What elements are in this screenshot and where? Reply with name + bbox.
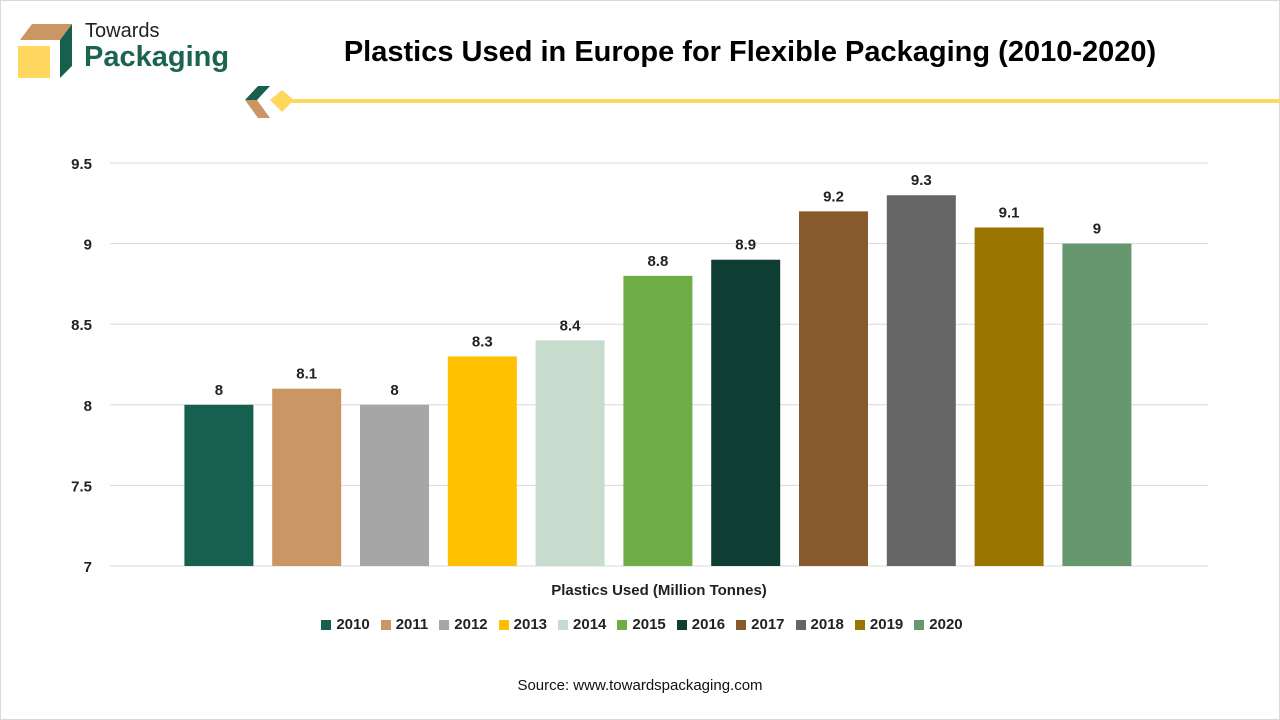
bar-2016 [711,259,781,566]
logo-text-towards: Towards [85,20,160,42]
legend-item-2013: 2013 [498,616,548,633]
logo-text-packaging: Packaging [84,41,230,73]
legend-label: 2018 [810,616,844,633]
data-label-2014: 8.4 [560,317,582,334]
data-label-2020: 9 [1093,221,1101,238]
data-label-2012: 8 [390,382,398,399]
data-label-2016: 8.9 [735,237,756,254]
legend-swatch [380,619,391,630]
legend-label: 2014 [573,616,607,633]
legend-swatch [498,619,509,630]
x-axis-label: Plastics Used (Million Tonnes) [551,582,767,599]
bar-2017 [799,211,868,567]
bar-2018 [886,195,956,567]
source-text: Source: www.towardspackaging.com [517,677,763,694]
y-tick-label: 7.5 [71,478,92,495]
legend-label: 2012 [454,616,488,633]
legend-item-2019: 2019 [854,616,904,633]
legend-label: 2015 [632,616,666,633]
legend-label: 2020 [929,616,963,633]
legend-swatch [439,619,450,630]
legend-item-2010: 2010 [321,616,370,633]
legend-swatch [617,619,628,630]
bar-2011 [272,388,342,566]
legend-swatch [321,619,332,630]
y-tick-label: 7 [84,559,92,576]
data-label-2010: 8 [215,382,223,399]
legend-item-2015: 2015 [617,616,666,633]
data-label-2011: 8.1 [296,366,317,383]
y-tick-label: 9 [84,237,92,254]
data-label-2015: 8.8 [647,253,668,270]
legend-swatch [558,619,569,630]
legend-label: 2017 [751,616,785,633]
legend-label: 2016 [691,616,726,633]
bar-2014 [535,340,605,566]
bar-2010 [184,404,254,566]
legend-swatch [914,619,925,630]
legend-label: 2019 [869,616,904,633]
y-tick-label: 8.5 [71,317,92,334]
legend-item-2020: 2020 [914,616,963,633]
legend-swatch [795,619,806,630]
y-tick-label: 9.5 [71,156,92,173]
bar-2013 [447,356,517,566]
decorative-divider-icon [245,86,1280,118]
legend-item-2017: 2017 [736,616,785,633]
data-label-2018: 9.3 [911,172,932,189]
chart-title: Plastics Used in Europe for Flexible Pac… [343,36,1157,68]
legend-item-2011: 2011 [380,616,429,633]
legend-item-2012: 2012 [439,616,488,633]
y-tick-label: 8 [84,398,92,415]
legend-swatch [736,619,747,630]
legend-swatch [854,619,865,630]
bar-2012 [360,404,429,566]
legend-label: 2013 [513,616,548,633]
legend-label: 2011 [395,616,429,633]
bar-2015 [623,275,693,566]
data-label-2017: 9.2 [823,188,844,205]
legend-item-2014: 2014 [558,616,606,633]
data-label-2019: 9.1 [999,204,1020,221]
bar-2020 [1062,243,1132,566]
legend-item-2018: 2018 [795,616,844,633]
legend-label: 2010 [336,616,370,633]
data-label-2013: 8.3 [472,333,493,350]
legend: 2010 2011 2012 2013 2014 2015 2016 2017 2018 2019… [0,616,1280,633]
legend-item-2016: 2016 [676,616,726,633]
legend-swatch [676,619,687,630]
logo-box-icon [18,24,72,78]
bar-chart: 7 7.5 8 8.5 9 9.5 8 8.1 8 8.3 8.4 8.8 8.9 9.2 9.3 9.1 9 [71,156,1208,576]
bar-2019 [974,227,1044,567]
